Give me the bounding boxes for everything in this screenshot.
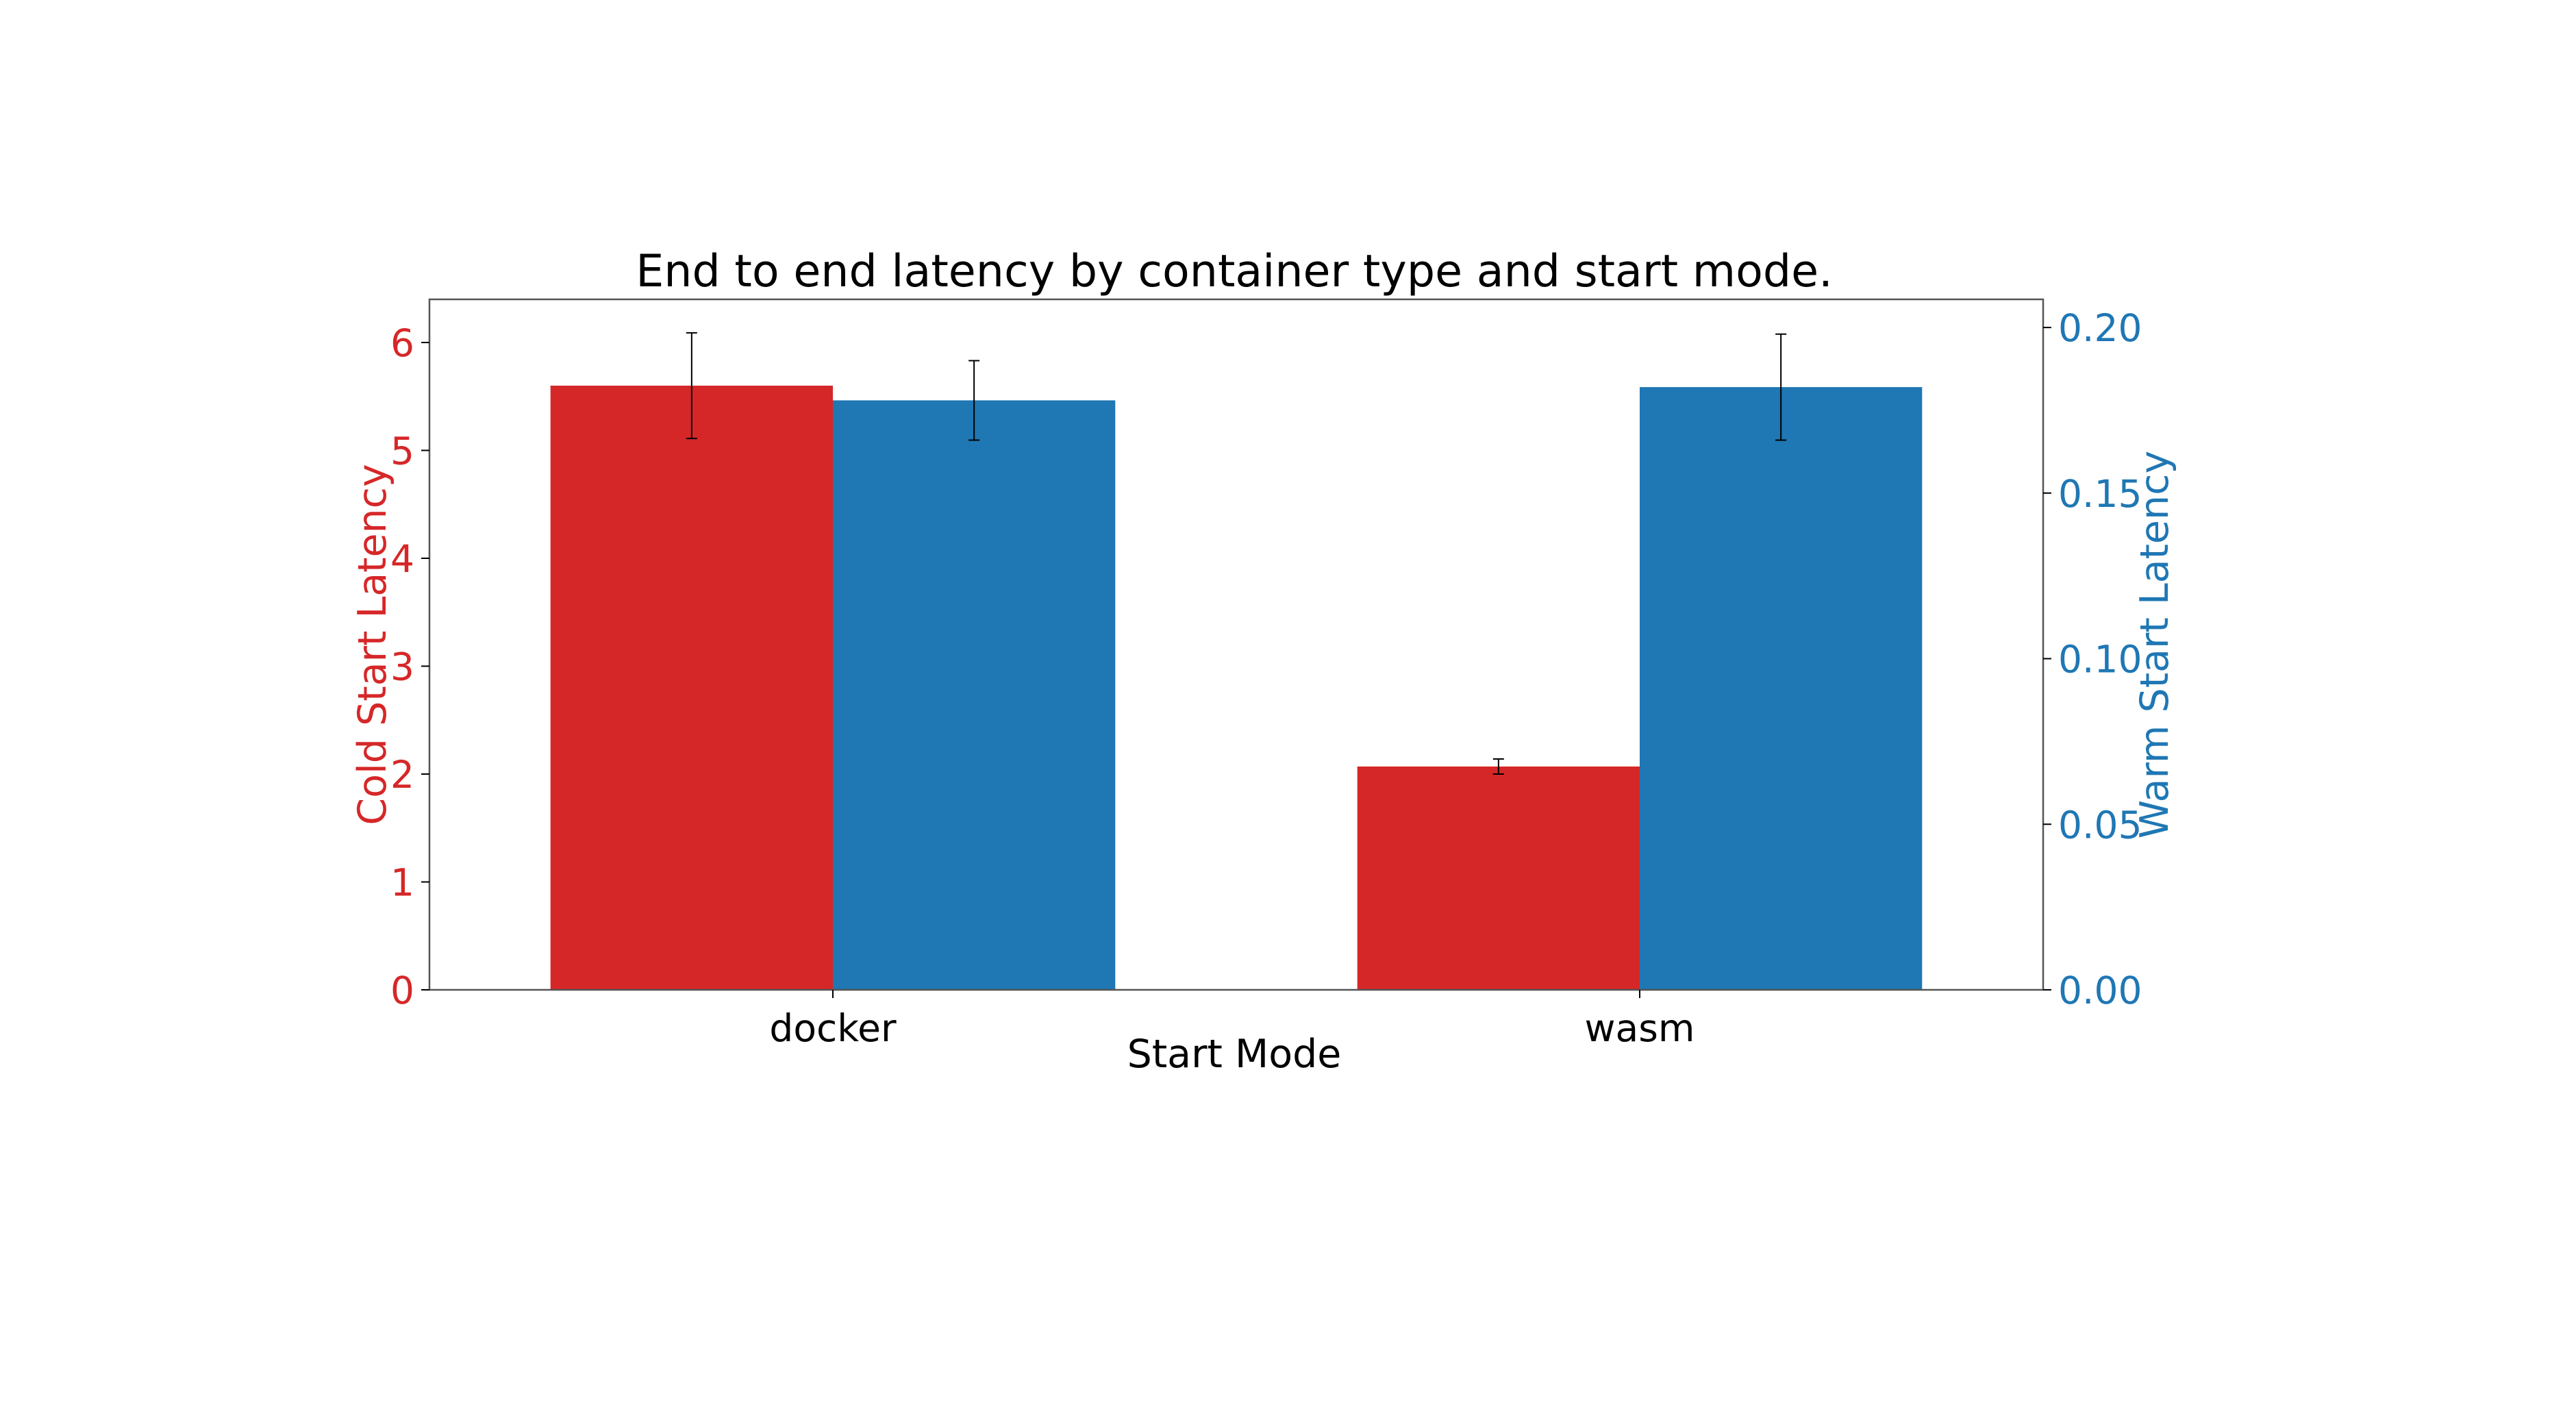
left-y-tick-label: 0 bbox=[390, 969, 414, 1012]
x-tick-label: wasm bbox=[1585, 1006, 1695, 1050]
left-y-tick-label: 2 bbox=[390, 753, 414, 797]
x-tick-label: docker bbox=[769, 1006, 897, 1050]
left-y-tick-label: 3 bbox=[390, 645, 414, 689]
right-y-tick-label: 0.00 bbox=[2058, 969, 2142, 1012]
left-y-axis: 0 1 2 3 4 5 6 bbox=[390, 321, 429, 1012]
right-y-axis-label: Warm Start Latency bbox=[2132, 451, 2177, 838]
right-y-tick-label: 0.15 bbox=[2058, 472, 2142, 516]
left-y-tick-label: 1 bbox=[390, 861, 414, 905]
bar-wasm-warm bbox=[1640, 387, 1923, 990]
right-y-axis: 0.00 0.05 0.10 0.15 0.20 bbox=[2043, 306, 2142, 1012]
bar-docker-warm bbox=[833, 400, 1116, 990]
right-y-tick-label: 0.10 bbox=[2058, 638, 2142, 682]
plot-frame bbox=[428, 298, 2044, 991]
bar-docker-cold bbox=[550, 386, 833, 990]
x-axis-label: Start Mode bbox=[1127, 1032, 1342, 1077]
left-y-tick-label: 5 bbox=[390, 429, 414, 473]
plot-area bbox=[550, 332, 1923, 990]
right-y-tick-label: 0.05 bbox=[2058, 803, 2142, 847]
right-y-tick-label: 0.20 bbox=[2058, 306, 2142, 350]
x-axis: docker wasm bbox=[769, 990, 1695, 1050]
left-y-tick-label: 4 bbox=[390, 537, 414, 581]
bar-wasm-cold bbox=[1357, 766, 1640, 990]
left-y-axis-label: Cold Start Latency bbox=[350, 464, 395, 825]
left-y-tick-label: 6 bbox=[390, 321, 414, 365]
chart-title: End to end latency by container type and… bbox=[636, 246, 1833, 297]
